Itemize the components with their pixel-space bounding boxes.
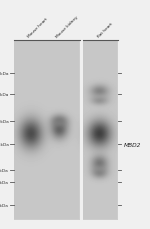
- Bar: [80, 0, 83, 229]
- Text: Mouse kidney: Mouse kidney: [56, 15, 79, 39]
- Text: Rat heart: Rat heart: [97, 22, 114, 39]
- Bar: [0, 0, 14, 229]
- Text: 35kDa: 35kDa: [0, 180, 9, 184]
- Text: Mouse heart: Mouse heart: [27, 17, 49, 39]
- Text: 70kDa: 70kDa: [0, 120, 9, 124]
- Text: 55kDa: 55kDa: [0, 143, 9, 147]
- Text: 130kDa: 130kDa: [0, 71, 9, 75]
- Text: 100kDa: 100kDa: [0, 93, 9, 97]
- Bar: [0, 0, 150, 41]
- Bar: [0, 220, 150, 229]
- Text: MBD2: MBD2: [124, 142, 141, 147]
- Text: 25kDa: 25kDa: [0, 204, 9, 207]
- Text: 40kDa: 40kDa: [0, 168, 9, 172]
- Bar: [118, 0, 150, 229]
